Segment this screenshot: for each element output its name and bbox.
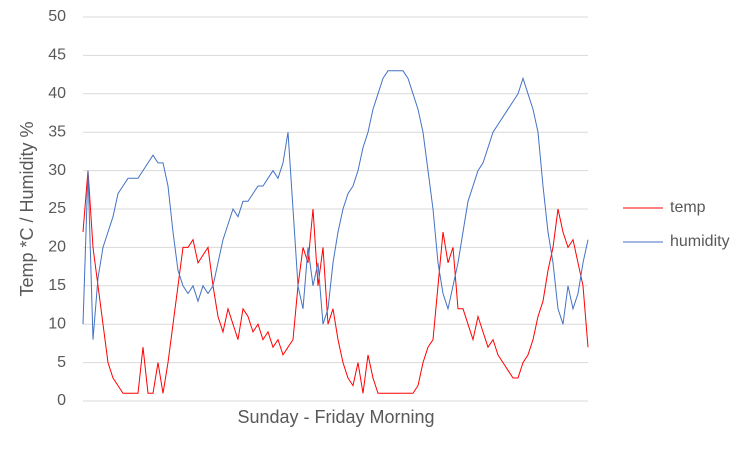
legend-label: temp bbox=[670, 199, 706, 216]
y-tick-label: 45 bbox=[48, 47, 66, 64]
y-tick-label: 25 bbox=[48, 200, 66, 217]
y-tick-label: 50 bbox=[48, 8, 66, 25]
y-tick-label: 30 bbox=[48, 162, 66, 179]
y-tick-label: 5 bbox=[57, 354, 66, 371]
y-axis-label: Temp *C / Humidity % bbox=[17, 121, 37, 296]
y-tick-label: 20 bbox=[48, 239, 66, 256]
legend-label: humidity bbox=[670, 233, 730, 250]
y-tick-label: 10 bbox=[48, 315, 66, 332]
line-series bbox=[82, 170, 589, 394]
y-tick-label: 40 bbox=[48, 85, 66, 102]
y-tick-label: 0 bbox=[57, 392, 66, 409]
line-series bbox=[82, 70, 589, 340]
y-tick-label: 15 bbox=[48, 277, 66, 294]
y-tick-label: 35 bbox=[48, 123, 66, 140]
x-axis-label: Sunday - Friday Morning bbox=[237, 407, 434, 427]
